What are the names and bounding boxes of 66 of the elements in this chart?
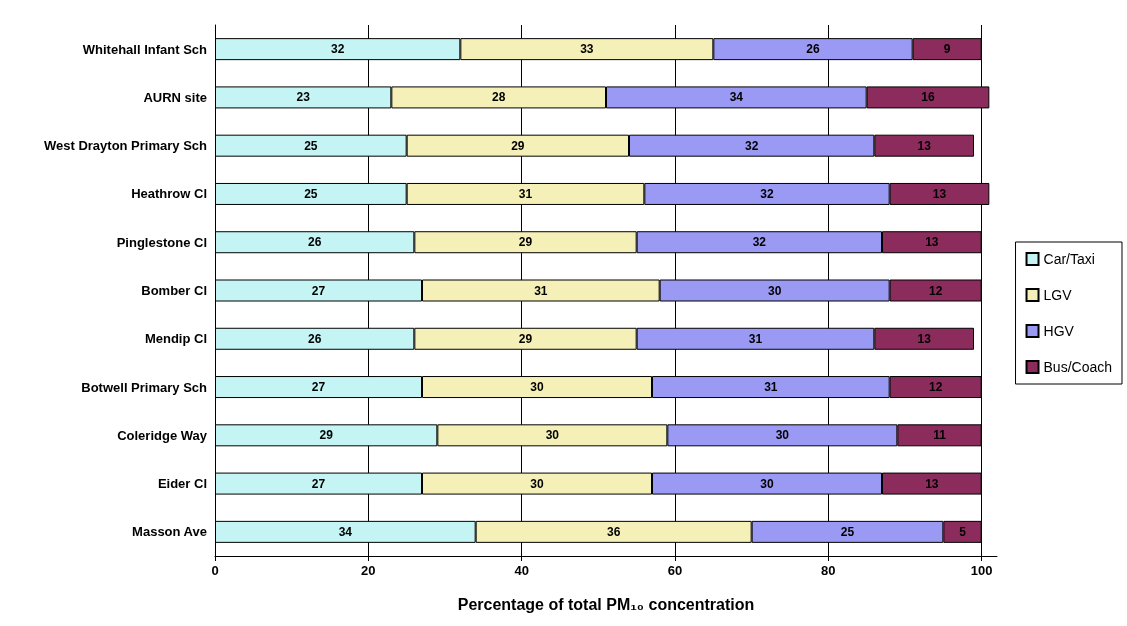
data-label: 27 — [311, 380, 326, 395]
y-tick-label: Coleridge Way — [117, 427, 208, 443]
data-label: 30 — [760, 476, 774, 491]
legend-label: Car/Taxi — [1043, 251, 1095, 267]
data-label: 30 — [545, 428, 560, 443]
data-label: 30 — [530, 476, 544, 491]
data-label: 28 — [491, 90, 506, 105]
data-label: 32 — [744, 138, 759, 153]
data-label: 34 — [729, 90, 744, 105]
data-label: 26 — [307, 331, 322, 346]
data-label: 23 — [296, 90, 311, 105]
data-label: 31 — [518, 186, 533, 201]
data-label: 31 — [748, 331, 763, 346]
legend-label: HGV — [1043, 323, 1075, 339]
data-label: 25 — [304, 138, 318, 153]
data-label: 29 — [518, 235, 533, 250]
data-label: 32 — [752, 235, 767, 250]
data-label: 27 — [311, 283, 326, 298]
x-tick-label: 0 — [211, 563, 219, 578]
y-tick-label: Pinglestone Cl — [116, 234, 207, 250]
y-tick-label: Bomber Cl — [141, 283, 207, 298]
data-label: 9 — [943, 42, 951, 57]
data-label: 34 — [338, 524, 353, 539]
y-tick-label: Mendip Cl — [144, 331, 207, 347]
data-label: 13 — [925, 476, 939, 491]
x-tick-label: 80 — [821, 563, 836, 578]
data-label: 32 — [330, 42, 345, 57]
y-tick-label: AURN site — [143, 89, 207, 105]
y-tick-label: Botwell Primary Sch — [81, 379, 208, 395]
data-label: 13 — [925, 235, 939, 250]
data-label: 32 — [760, 186, 774, 201]
data-label: 36 — [606, 524, 621, 539]
data-label: 30 — [767, 283, 782, 298]
data-label: 26 — [307, 235, 322, 250]
data-label: 31 — [534, 283, 548, 298]
data-label: 29 — [319, 428, 334, 443]
data-label: 25 — [840, 524, 855, 539]
y-tick-label: Heathrow Cl — [131, 186, 207, 202]
data-label: 29 — [518, 331, 533, 346]
data-label: 16 — [921, 90, 935, 105]
y-tick-label: Eider Cl — [157, 476, 207, 492]
data-label: 26 — [806, 42, 820, 57]
data-label: 13 — [917, 331, 932, 346]
x-tick-label: 100 — [970, 563, 993, 578]
legend-label: Bus/Coach — [1043, 359, 1112, 375]
legend-label: LGV — [1043, 287, 1073, 303]
data-label: 30 — [775, 428, 790, 443]
data-label: 12 — [928, 283, 943, 298]
y-tick-label: Whitehall Infant Sch — [82, 41, 208, 57]
data-label: 25 — [304, 186, 318, 201]
data-label: 27 — [311, 476, 326, 491]
data-label: 13 — [917, 138, 932, 153]
data-label: 13 — [932, 186, 947, 201]
data-label: 31 — [764, 380, 778, 395]
y-tick-label: West Drayton Primary Sch — [43, 138, 208, 154]
y-tick-label: Masson Ave — [132, 524, 207, 540]
data-label: 11 — [933, 428, 947, 443]
data-label: 33 — [580, 42, 594, 57]
x-tick-label: 40 — [514, 563, 529, 578]
x-tick-label: 20 — [361, 563, 376, 578]
data-label: 12 — [928, 380, 943, 395]
x-axis-title: Percentage of total PM₁₀ concentration — [457, 595, 755, 613]
data-label: 30 — [530, 380, 544, 395]
x-tick-label: 60 — [667, 563, 683, 578]
data-label: 29 — [511, 138, 525, 153]
data-label: 5 — [959, 524, 967, 539]
